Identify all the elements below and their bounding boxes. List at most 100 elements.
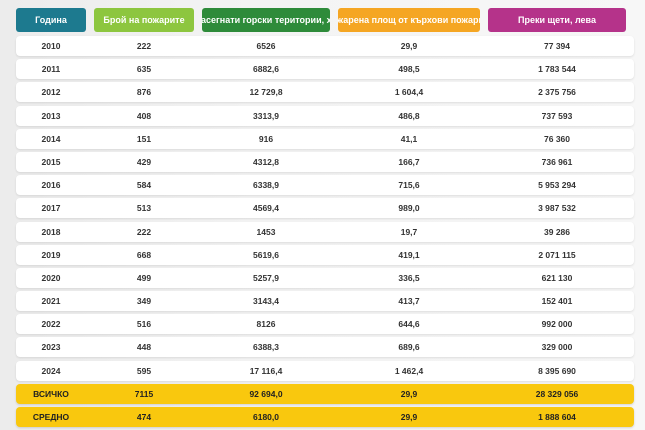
cell-forest-area: 916 xyxy=(258,133,274,144)
cell-damage: 737 593 xyxy=(541,110,573,121)
cell-forest-area: 6388,3 xyxy=(253,342,279,353)
cell-fires: 513 xyxy=(136,203,152,214)
cell-crown-area: 336,5 xyxy=(398,272,420,283)
cell-damage: 2 375 756 xyxy=(538,87,576,98)
cell-crown-area: 1 462,4 xyxy=(394,365,424,376)
table-row: 2022 516 8126 644,6 992 000 xyxy=(16,314,634,335)
cell-damage: 152 401 xyxy=(541,296,573,307)
cell-forest-area: 3143,4 xyxy=(253,296,279,307)
cell-fires: 448 xyxy=(136,342,152,353)
cell-crown-area: 1 604,4 xyxy=(394,87,424,98)
cell-year: 2016 xyxy=(41,180,61,191)
cell-year: 2018 xyxy=(41,226,61,237)
cell-crown-area: 715,6 xyxy=(398,180,420,191)
table-row: 2010 222 6526 29,9 77 394 xyxy=(16,36,634,56)
cell-fires: 222 xyxy=(136,226,152,237)
cell-forest-area: 17 116,4 xyxy=(249,365,283,376)
cell-fires: 584 xyxy=(136,180,152,191)
cell-forest-area: 6180,0 xyxy=(253,412,279,422)
table-row: 2016 584 6338,9 715,6 5 953 294 xyxy=(16,175,634,196)
cell-fires: 151 xyxy=(136,133,152,144)
cell-damage: 2 071 115 xyxy=(538,249,576,260)
cell-damage: 329 000 xyxy=(541,342,573,353)
cell-year: 2015 xyxy=(41,156,61,167)
table-row: 2023 448 6388,3 689,6 329 000 xyxy=(16,337,634,358)
cell-forest-area: 4569,4 xyxy=(253,203,279,214)
table-row: 2021 349 3143,4 413,7 152 401 xyxy=(16,291,634,312)
cell-fires: 408 xyxy=(136,110,152,121)
cell-forest-area: 6338,9 xyxy=(253,180,279,191)
cell-crown-area: 29,9 xyxy=(400,412,418,422)
cell-year: 2014 xyxy=(41,133,61,144)
cell-fires: 499 xyxy=(136,272,152,283)
cell-damage: 3 987 532 xyxy=(538,203,576,214)
header-year: Година xyxy=(16,8,86,32)
cell-damage: 39 286 xyxy=(544,226,570,237)
cell-damage: 76 360 xyxy=(544,133,570,144)
cell-fires: 7115 xyxy=(134,388,154,399)
cell-forest-area: 8126 xyxy=(256,319,276,330)
cell-forest-area: 3313,9 xyxy=(253,110,279,121)
cell-year: 2013 xyxy=(41,110,61,121)
cell-damage: 8 395 690 xyxy=(538,365,576,376)
cell-fires: 516 xyxy=(136,319,152,330)
cell-forest-area: 92 694,0 xyxy=(249,388,283,399)
cell-crown-area: 413,7 xyxy=(398,296,420,307)
cell-crown-area: 166,7 xyxy=(398,156,420,167)
cell-forest-area: 5619,6 xyxy=(253,249,279,260)
cell-forest-area: 6526 xyxy=(256,41,276,51)
cell-damage: 992 000 xyxy=(541,319,573,330)
cell-year: 2010 xyxy=(41,41,61,51)
cell-damage: 28 329 056 xyxy=(535,388,579,399)
cell-crown-area: 498,5 xyxy=(398,64,420,75)
cell-forest-area: 6882,6 xyxy=(253,64,279,75)
table-header: Година Брой на пожарите Засегнати горски… xyxy=(16,8,634,34)
cell-fires: 668 xyxy=(136,249,152,260)
table-row: 2012 876 12 729,8 1 604,4 2 375 756 xyxy=(16,82,634,103)
cell-year: 2024 xyxy=(41,365,61,376)
cell-crown-area: 19,7 xyxy=(400,226,418,237)
cell-year: 2021 xyxy=(41,296,61,307)
cell-year: 2020 xyxy=(41,272,61,283)
table-body: 2010 222 6526 29,9 77 394 2011 635 6882,6 498,5 1… xyxy=(16,36,634,427)
cell-crown-area: 689,6 xyxy=(398,342,420,353)
cell-crown-area: 989,0 xyxy=(398,203,420,214)
cell-fires: 876 xyxy=(136,87,152,98)
cell-fires: 474 xyxy=(136,412,152,422)
cell-damage: 77 394 xyxy=(544,41,570,51)
cell-year: 2022 xyxy=(41,319,61,330)
cell-year: ВСИЧКО xyxy=(33,388,69,399)
table-row: 2014 151 916 41,1 76 360 xyxy=(16,128,634,149)
forest-fires-table: Година Брой на пожарите Засегнати горски… xyxy=(16,8,634,430)
cell-forest-area: 5257,9 xyxy=(253,272,279,283)
table-row: 2017 513 4569,4 989,0 3 987 532 xyxy=(16,198,634,219)
cell-year: 2012 xyxy=(41,87,61,98)
header-direct-damage: Преки щети, лева xyxy=(488,8,626,32)
cell-year: 2011 xyxy=(41,64,61,75)
table-row: 2013 408 3313,9 486,8 737 593 xyxy=(16,105,634,126)
cell-fires: 429 xyxy=(136,156,152,167)
header-fires-count: Брой на пожарите xyxy=(94,8,194,32)
cell-damage: 5 953 294 xyxy=(538,180,576,191)
header-crown-fire-area: Опожарена площ от кърхови пожари, ха xyxy=(338,8,480,32)
cell-forest-area: 12 729,8 xyxy=(249,87,283,98)
cell-crown-area: 29,9 xyxy=(400,41,418,51)
cell-fires: 595 xyxy=(136,365,152,376)
cell-fires: 349 xyxy=(136,296,152,307)
cell-year: 2019 xyxy=(41,249,61,260)
cell-crown-area: 419,1 xyxy=(398,249,420,260)
cell-damage: 1 888 604 xyxy=(538,412,576,422)
cell-forest-area: 1453 xyxy=(256,226,276,237)
cell-year: 2017 xyxy=(41,203,61,214)
cell-crown-area: 41,1 xyxy=(400,133,418,144)
cell-crown-area: 486,8 xyxy=(398,110,420,121)
table-row: 2018 222 1453 19,7 39 286 xyxy=(16,221,634,242)
table-row: 2019 668 5619,6 419,1 2 071 115 xyxy=(16,244,634,265)
cell-year: 2023 xyxy=(41,342,61,353)
average-row: СРЕДНО 474 6180,0 29,9 1 888 604 xyxy=(16,407,634,427)
table-row: 2011 635 6882,6 498,5 1 783 544 xyxy=(16,59,634,80)
cell-fires: 222 xyxy=(136,41,152,51)
cell-crown-area: 644,6 xyxy=(398,319,420,330)
cell-year: СРЕДНО xyxy=(32,412,70,422)
cell-damage: 621 130 xyxy=(541,272,573,283)
